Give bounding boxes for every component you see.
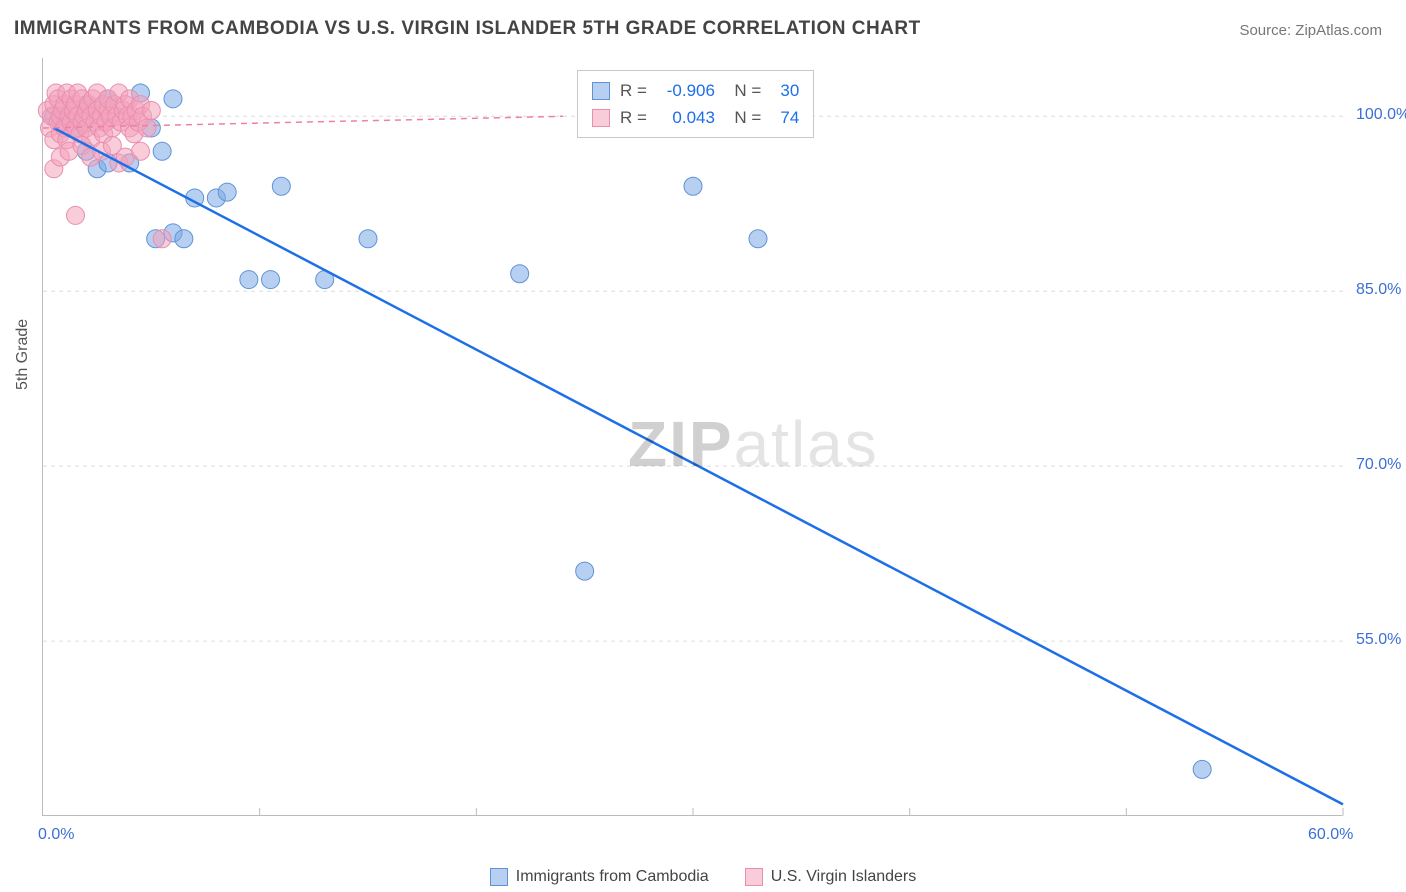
- scatter-point: [684, 177, 702, 195]
- watermark: ZIPatlas: [628, 407, 879, 481]
- chart-title: IMMIGRANTS FROM CAMBODIA VS U.S. VIRGIN …: [14, 18, 921, 40]
- x-tick-label: 0.0%: [38, 826, 74, 844]
- watermark-right: atlas: [734, 408, 879, 480]
- scatter-point: [132, 142, 150, 160]
- legend-swatch: [490, 868, 508, 886]
- legend-bottom: Immigrants from Cambodia U.S. Virgin Isla…: [0, 868, 1406, 886]
- scatter-point: [67, 206, 85, 224]
- scatter-point: [240, 271, 258, 289]
- scatter-point: [576, 562, 594, 580]
- legend-label: Immigrants from Cambodia: [516, 868, 709, 886]
- n-label: N =: [725, 104, 761, 131]
- n-value: 30: [771, 77, 799, 104]
- plot-area: R = -0.906 N = 30 R = 0.043 N = 74 ZIPat…: [42, 58, 1342, 816]
- y-tick-label: 70.0%: [1356, 456, 1401, 474]
- scatter-point: [1193, 760, 1211, 778]
- stats-legend-box: R = -0.906 N = 30 R = 0.043 N = 74: [577, 70, 814, 138]
- scatter-point: [175, 230, 193, 248]
- scatter-point: [511, 265, 529, 283]
- legend-item: Immigrants from Cambodia: [490, 868, 709, 886]
- chart-container: IMMIGRANTS FROM CAMBODIA VS U.S. VIRGIN …: [0, 0, 1406, 892]
- source-attribution: Source: ZipAtlas.com: [1239, 22, 1382, 39]
- x-tick-label: 60.0%: [1308, 826, 1353, 844]
- legend-swatch: [745, 868, 763, 886]
- scatter-point: [153, 230, 171, 248]
- r-value: -0.906: [657, 77, 715, 104]
- scatter-point: [272, 177, 290, 195]
- legend-label: U.S. Virgin Islanders: [771, 868, 917, 886]
- y-axis-label: 5th Grade: [14, 319, 32, 390]
- stats-row: R = 0.043 N = 74: [592, 104, 799, 131]
- y-tick-label: 85.0%: [1356, 281, 1401, 299]
- legend-item: U.S. Virgin Islanders: [745, 868, 917, 886]
- y-tick-label: 55.0%: [1356, 631, 1401, 649]
- legend-swatch: [592, 82, 610, 100]
- scatter-point: [164, 90, 182, 108]
- y-tick-label: 100.0%: [1356, 106, 1406, 124]
- scatter-point: [138, 119, 156, 137]
- scatter-point: [262, 271, 280, 289]
- stats-row: R = -0.906 N = 30: [592, 77, 799, 104]
- scatter-point: [142, 101, 160, 119]
- r-label: R =: [620, 77, 647, 104]
- r-label: R =: [620, 104, 647, 131]
- watermark-left: ZIP: [628, 408, 734, 480]
- n-value: 74: [771, 104, 799, 131]
- scatter-point: [218, 183, 236, 201]
- scatter-point: [359, 230, 377, 248]
- legend-swatch: [592, 109, 610, 127]
- r-value: 0.043: [657, 104, 715, 131]
- scatter-point: [749, 230, 767, 248]
- scatter-point: [153, 142, 171, 160]
- n-label: N =: [725, 77, 761, 104]
